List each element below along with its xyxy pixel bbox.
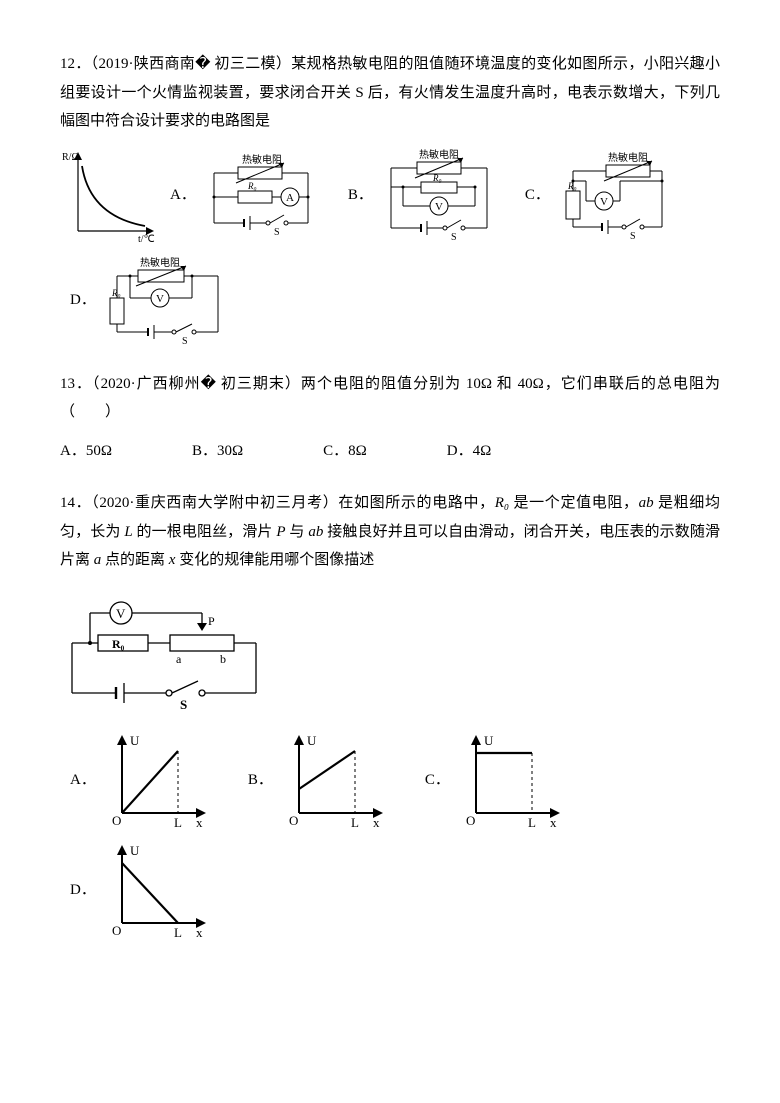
rt-xlabel: t/℃ xyxy=(138,234,155,245)
svg-text:U: U xyxy=(484,733,494,748)
svg-text:S: S xyxy=(182,336,188,346)
svg-text:x: x xyxy=(550,815,557,830)
q14-b-label: B． xyxy=(248,766,273,795)
q14-source: （2020·重庆西南大学附中初三月考） xyxy=(91,495,338,511)
svg-text:A: A xyxy=(286,192,294,204)
q12-option-c: C． 热敏电阻 R₀ V xyxy=(515,151,672,241)
svg-text:S: S xyxy=(274,227,280,238)
svg-text:O: O xyxy=(112,813,121,828)
svg-text:L: L xyxy=(528,815,536,830)
q13-opt-c: C．8Ω xyxy=(323,437,367,466)
q14-option-a: A． U O L x xyxy=(60,731,212,831)
svg-text:R₀: R₀ xyxy=(567,181,577,191)
q14-option-c: C． U O L x xyxy=(415,731,566,831)
svg-text:R₀: R₀ xyxy=(111,288,121,298)
svg-text:热敏电阻: 热敏电阻 xyxy=(608,151,648,164)
q12-b-label: B． xyxy=(348,181,373,210)
question-12: 12．（2019·陕西商南� 初三二模）某规格热敏电阻的阻值随环境温度的变化如图… xyxy=(60,50,720,346)
q12-option-a: A． 热敏电阻 R₀ A xyxy=(160,153,322,239)
q13-number: 13． xyxy=(60,376,92,392)
svg-text:R₀: R₀ xyxy=(432,173,442,183)
q13-opt-b: B．30Ω xyxy=(192,437,243,466)
svg-text:O: O xyxy=(112,923,121,938)
q12-source: （2019·陕西商南� 初三二模） xyxy=(91,56,292,72)
q14-d-label: D． xyxy=(70,876,96,905)
circuit-d: 热敏电阻 V R₀ xyxy=(102,256,232,346)
svg-text:L: L xyxy=(174,815,182,830)
q12-number: 12． xyxy=(60,56,91,72)
svg-text:L: L xyxy=(174,925,182,940)
svg-text:R₀: R₀ xyxy=(112,637,125,651)
svg-text:x: x xyxy=(196,925,203,940)
svg-text:b: b xyxy=(220,652,226,666)
q12-d-label: D． xyxy=(70,286,96,315)
svg-text:V: V xyxy=(116,606,126,621)
q14-number: 14． xyxy=(60,495,91,511)
q14-graphs: A． U O L x B． xyxy=(60,731,720,941)
q12-text: 12．（2019·陕西商南� 初三二模）某规格热敏电阻的阻值随环境温度的变化如图… xyxy=(60,50,720,136)
circuit-b: 热敏电阻 R₀ V xyxy=(379,148,499,244)
svg-text:V: V xyxy=(600,196,608,208)
svg-text:S: S xyxy=(630,231,636,241)
q13-text: 13．（2020·广西柳州� 初三期末）两个电阻的阻值分别为 10Ω 和 40Ω… xyxy=(60,370,720,427)
q13-opt-d: D．4Ω xyxy=(447,437,491,466)
q14-text: 14．（2020·重庆西南大学附中初三月考）在如图所示的电路中，R₀ 是一个定值… xyxy=(60,489,720,575)
svg-text:O: O xyxy=(289,813,298,828)
q14-option-d: D． U O L x xyxy=(60,841,212,941)
svg-text:x: x xyxy=(196,815,203,830)
q14-c-label: C． xyxy=(425,766,450,795)
q14-option-b: B． U O L x xyxy=(238,731,389,831)
svg-text:O: O xyxy=(466,813,475,828)
svg-text:V: V xyxy=(435,201,443,213)
svg-text:热敏电阻: 热敏电阻 xyxy=(242,153,282,166)
question-14: 14．（2020·重庆西南大学附中初三月考）在如图所示的电路中，R₀ 是一个定值… xyxy=(60,489,720,941)
svg-text:x: x xyxy=(373,815,380,830)
q14-circuit: V P R₀ a b S xyxy=(60,593,720,713)
q13-source: （2020·广西柳州� 初三期末） xyxy=(92,376,301,392)
q12-a-label: A． xyxy=(170,181,196,210)
svg-text:U: U xyxy=(130,843,140,858)
q12-option-b: B． 热敏电阻 R₀ V xyxy=(338,148,499,244)
q12-rt-graph: R/Ω t/℃ xyxy=(60,146,160,246)
circuit-c: 热敏电阻 R₀ V xyxy=(556,151,672,241)
svg-text:S: S xyxy=(451,232,457,243)
svg-text:a: a xyxy=(176,652,182,666)
q12-c-label: C． xyxy=(525,181,550,210)
circuit-a: 热敏电阻 R₀ A xyxy=(202,153,322,239)
q13-options: A．50Ω B．30Ω C．8Ω D．4Ω xyxy=(60,437,720,466)
svg-text:U: U xyxy=(130,733,140,748)
svg-text:V: V xyxy=(156,293,164,305)
svg-text:P: P xyxy=(208,614,215,628)
svg-text:U: U xyxy=(307,733,317,748)
rt-ylabel: R/Ω xyxy=(62,152,79,163)
svg-text:L: L xyxy=(351,815,359,830)
q14-a-label: A． xyxy=(70,766,96,795)
q12-option-d: D． 热敏电阻 V R₀ xyxy=(60,256,232,346)
svg-text:S: S xyxy=(180,697,187,712)
q13-opt-a: A．50Ω xyxy=(60,437,112,466)
svg-text:热敏电阻: 热敏电阻 xyxy=(419,148,459,161)
svg-text:热敏电阻: 热敏电阻 xyxy=(140,256,180,269)
q12-row2: D． 热敏电阻 V R₀ xyxy=(60,256,720,346)
q12-row1: R/Ω t/℃ A． 热敏电阻 R₀ A xyxy=(60,146,720,246)
svg-text:R₀: R₀ xyxy=(247,181,257,191)
question-13: 13．（2020·广西柳州� 初三期末）两个电阻的阻值分别为 10Ω 和 40Ω… xyxy=(60,370,720,466)
